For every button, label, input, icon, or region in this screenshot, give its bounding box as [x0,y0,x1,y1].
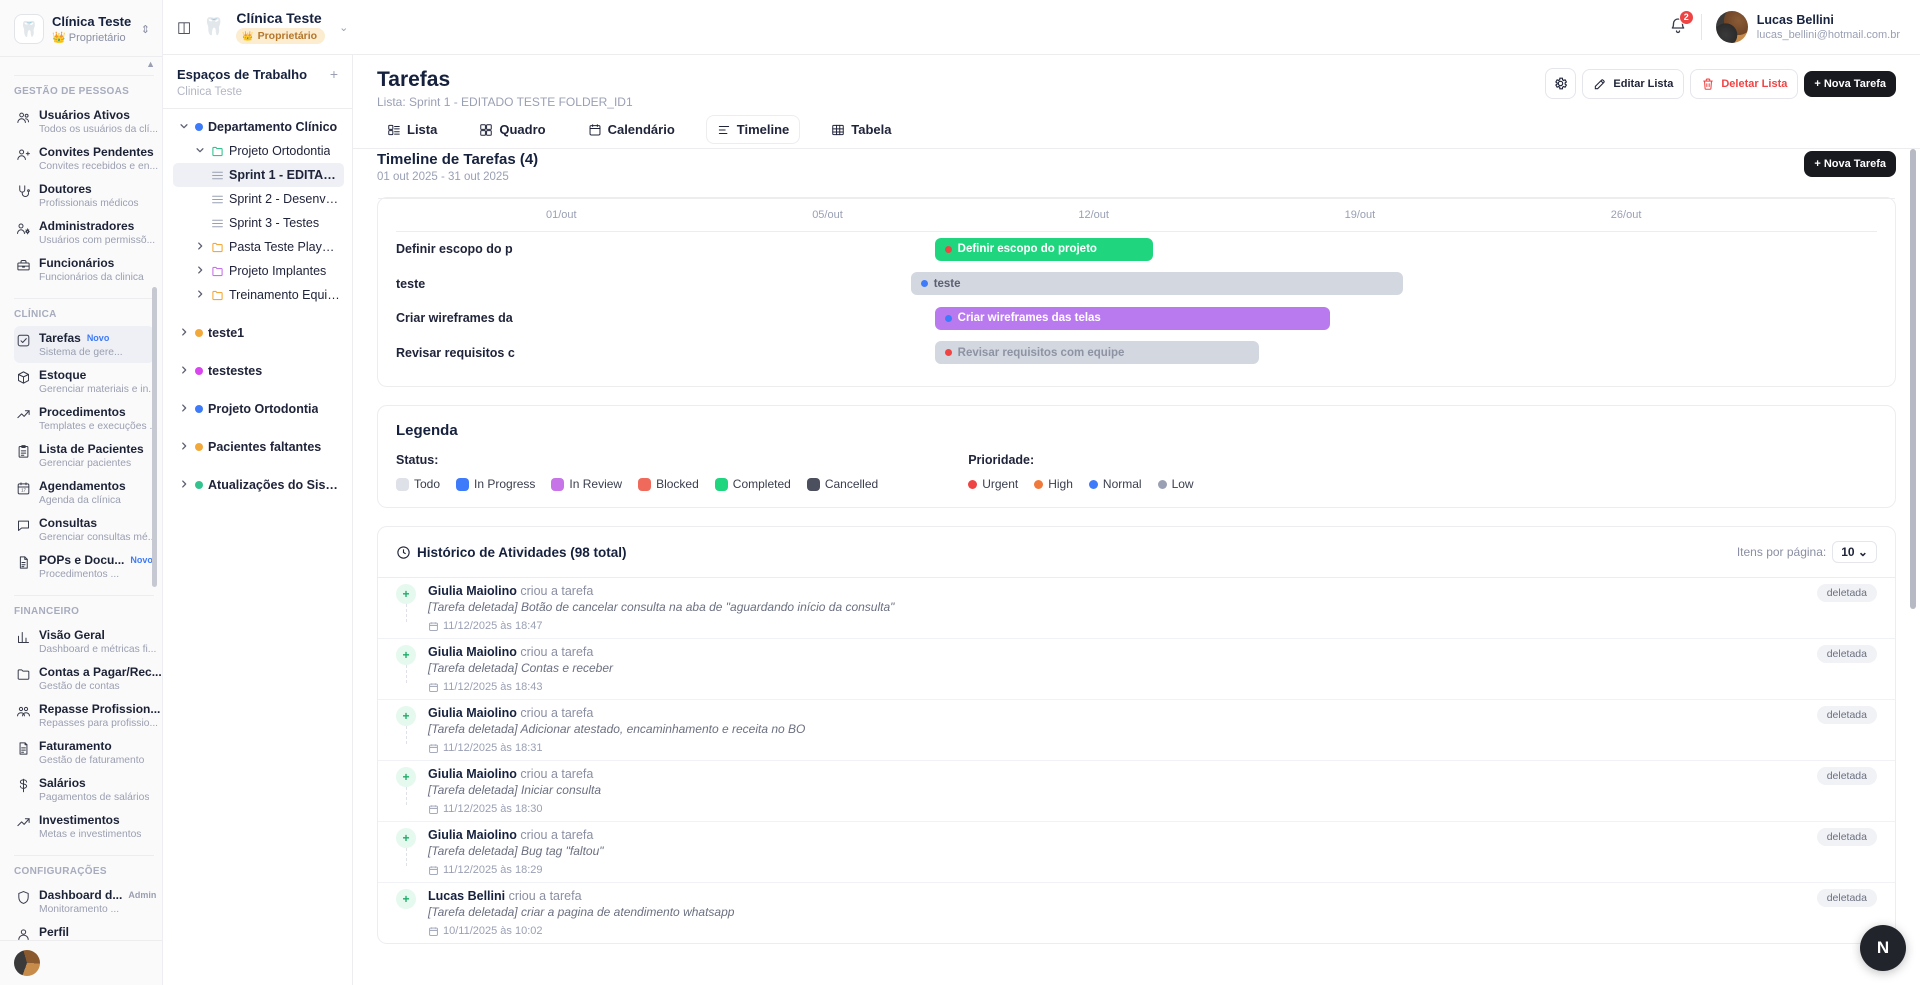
svg-text:17: 17 [21,487,26,492]
